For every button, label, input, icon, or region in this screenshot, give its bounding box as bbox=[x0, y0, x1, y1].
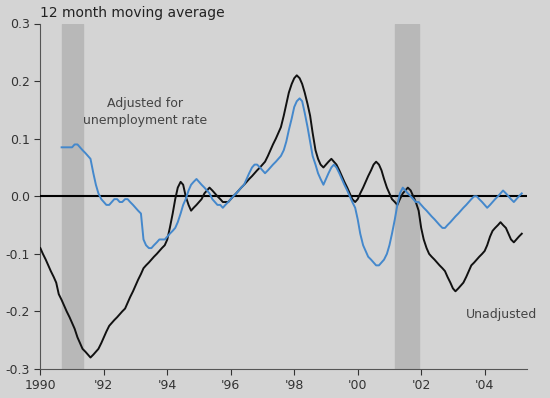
Text: 12 month moving average: 12 month moving average bbox=[40, 6, 225, 20]
Text: Unadjusted: Unadjusted bbox=[466, 308, 537, 321]
Bar bbox=[395, 23, 419, 369]
Bar bbox=[62, 23, 82, 369]
Text: Adjusted for
unemployment rate: Adjusted for unemployment rate bbox=[83, 97, 207, 127]
